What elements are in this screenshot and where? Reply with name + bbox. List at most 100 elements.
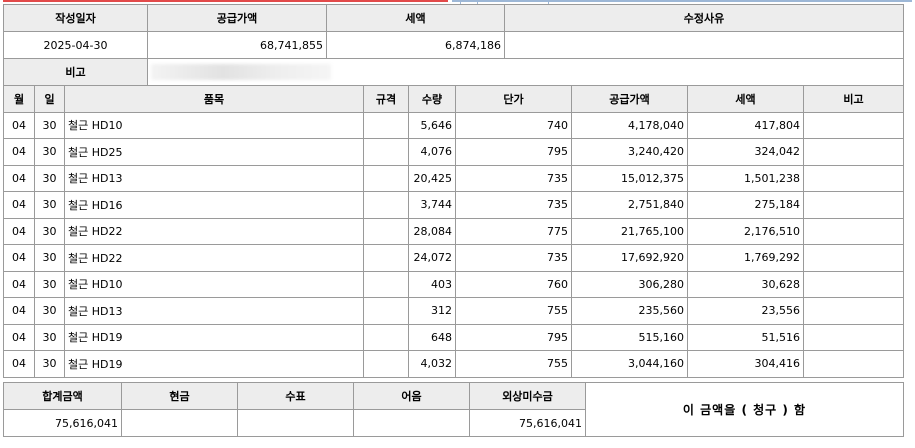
cell-day: 30 <box>34 270 65 298</box>
col-spec: 규격 <box>363 85 409 113</box>
cell-spec <box>363 191 409 219</box>
col-tax: 세액 <box>687 85 804 113</box>
table-row[interactable]: 04 30 철근 HD22 28,084 775 21,765,100 2,176,510 <box>3 217 904 245</box>
table-row[interactable]: 04 30 철근 HD19 4,032 755 3,044,160 304,416 <box>3 350 904 378</box>
cell-memo <box>803 164 904 192</box>
total-header: 합계금액 <box>3 382 122 410</box>
memo-value <box>147 58 904 86</box>
cell-day: 30 <box>34 244 65 272</box>
tab-divider <box>460 0 461 4</box>
cell-tax: 275,184 <box>687 191 804 219</box>
col-day: 일 <box>34 85 65 113</box>
cell-unit-price: 735 <box>455 191 572 219</box>
cell-spec <box>363 244 409 272</box>
cell-spec <box>363 297 409 325</box>
cell-month: 04 <box>3 244 35 272</box>
cell-tax: 30,628 <box>687 270 804 298</box>
table-row[interactable]: 04 30 철근 HD22 24,072 735 17,692,920 1,769,292 <box>3 244 904 272</box>
cell-spec <box>363 217 409 245</box>
cell-qty: 403 <box>408 270 456 298</box>
cell-supply: 3,044,160 <box>571 350 688 378</box>
cell-month: 04 <box>3 164 35 192</box>
tab-divider <box>477 0 478 4</box>
cell-spec <box>363 270 409 298</box>
col-qty: 수량 <box>408 85 456 113</box>
table-row[interactable]: 04 30 철근 HD19 648 795 515,160 51,516 <box>3 323 904 351</box>
cell-qty: 24,072 <box>408 244 456 272</box>
cell-qty: 20,425 <box>408 164 456 192</box>
cell-month: 04 <box>3 191 35 219</box>
cell-memo <box>803 297 904 325</box>
tax-header: 세액 <box>326 4 505 32</box>
cell-day: 30 <box>34 217 65 245</box>
inactive-tab-indicator <box>452 0 912 2</box>
col-memo: 비고 <box>803 85 904 113</box>
cell-unit-price: 795 <box>455 323 572 351</box>
cell-qty: 648 <box>408 323 456 351</box>
credit-header: 외상미수금 <box>469 382 586 410</box>
cell-memo <box>803 323 904 351</box>
cell-unit-price: 735 <box>455 244 572 272</box>
cell-item: 철근 HD22 <box>64 217 364 245</box>
table-row[interactable]: 04 30 철근 HD13 20,425 735 15,012,375 1,501,238 <box>3 164 904 192</box>
cell-supply: 21,765,100 <box>571 217 688 245</box>
note-value <box>353 409 470 437</box>
cell-item: 철근 HD19 <box>64 323 364 351</box>
cell-spec <box>363 350 409 378</box>
cell-item: 철근 HD13 <box>64 164 364 192</box>
cell-supply: 15,012,375 <box>571 164 688 192</box>
cell-unit-price: 795 <box>455 138 572 166</box>
memo-header: 비고 <box>3 58 148 86</box>
note-header: 어음 <box>353 382 470 410</box>
cell-memo <box>803 191 904 219</box>
table-row[interactable]: 04 30 철근 HD10 403 760 306,280 30,628 <box>3 270 904 298</box>
cell-day: 30 <box>34 350 65 378</box>
cell-qty: 28,084 <box>408 217 456 245</box>
cash-value <box>121 409 238 437</box>
reason-value <box>504 31 904 59</box>
cell-tax: 23,556 <box>687 297 804 325</box>
cell-qty: 312 <box>408 297 456 325</box>
cell-memo <box>803 111 904 139</box>
cell-month: 04 <box>3 297 35 325</box>
cell-month: 04 <box>3 138 35 166</box>
table-row[interactable]: 04 30 철근 HD10 5,646 740 4,178,040 417,804 <box>3 111 904 139</box>
cell-month: 04 <box>3 111 35 139</box>
cell-day: 30 <box>34 323 65 351</box>
cell-tax: 51,516 <box>687 323 804 351</box>
check-value <box>237 409 354 437</box>
cell-qty: 5,646 <box>408 111 456 139</box>
cell-spec <box>363 323 409 351</box>
cell-supply: 3,240,420 <box>571 138 688 166</box>
cell-unit-price: 735 <box>455 164 572 192</box>
cell-item: 철근 HD16 <box>64 191 364 219</box>
cell-day: 30 <box>34 191 65 219</box>
cell-item: 철근 HD10 <box>64 270 364 298</box>
cell-supply: 2,751,840 <box>571 191 688 219</box>
cell-day: 30 <box>34 164 65 192</box>
cell-memo <box>803 270 904 298</box>
check-header: 수표 <box>237 382 354 410</box>
tax-value: 6,874,186 <box>326 31 505 59</box>
active-tab-indicator <box>3 0 448 2</box>
cell-month: 04 <box>3 217 35 245</box>
supply-value: 68,741,855 <box>147 31 327 59</box>
cell-unit-price: 740 <box>455 111 572 139</box>
date-header: 작성일자 <box>3 4 148 32</box>
cell-supply: 515,160 <box>571 323 688 351</box>
table-row[interactable]: 04 30 철근 HD25 4,076 795 3,240,420 324,042 <box>3 138 904 166</box>
table-row[interactable]: 04 30 철근 HD13 312 755 235,560 23,556 <box>3 297 904 325</box>
cell-unit-price: 755 <box>455 350 572 378</box>
cell-item: 철근 HD25 <box>64 138 364 166</box>
cell-item: 철근 HD19 <box>64 350 364 378</box>
table-row[interactable]: 04 30 철근 HD16 3,744 735 2,751,840 275,184 <box>3 191 904 219</box>
total-value: 75,616,041 <box>3 409 122 437</box>
col-unit-price: 단가 <box>455 85 572 113</box>
cell-item: 철근 HD13 <box>64 297 364 325</box>
cell-spec <box>363 164 409 192</box>
cell-tax: 324,042 <box>687 138 804 166</box>
cell-memo <box>803 138 904 166</box>
top-tab-strip <box>0 0 915 4</box>
cell-tax: 1,501,238 <box>687 164 804 192</box>
col-supply: 공급가액 <box>571 85 688 113</box>
